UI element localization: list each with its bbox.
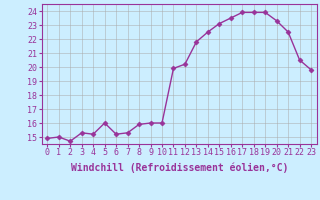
X-axis label: Windchill (Refroidissement éolien,°C): Windchill (Refroidissement éolien,°C)	[70, 163, 288, 173]
